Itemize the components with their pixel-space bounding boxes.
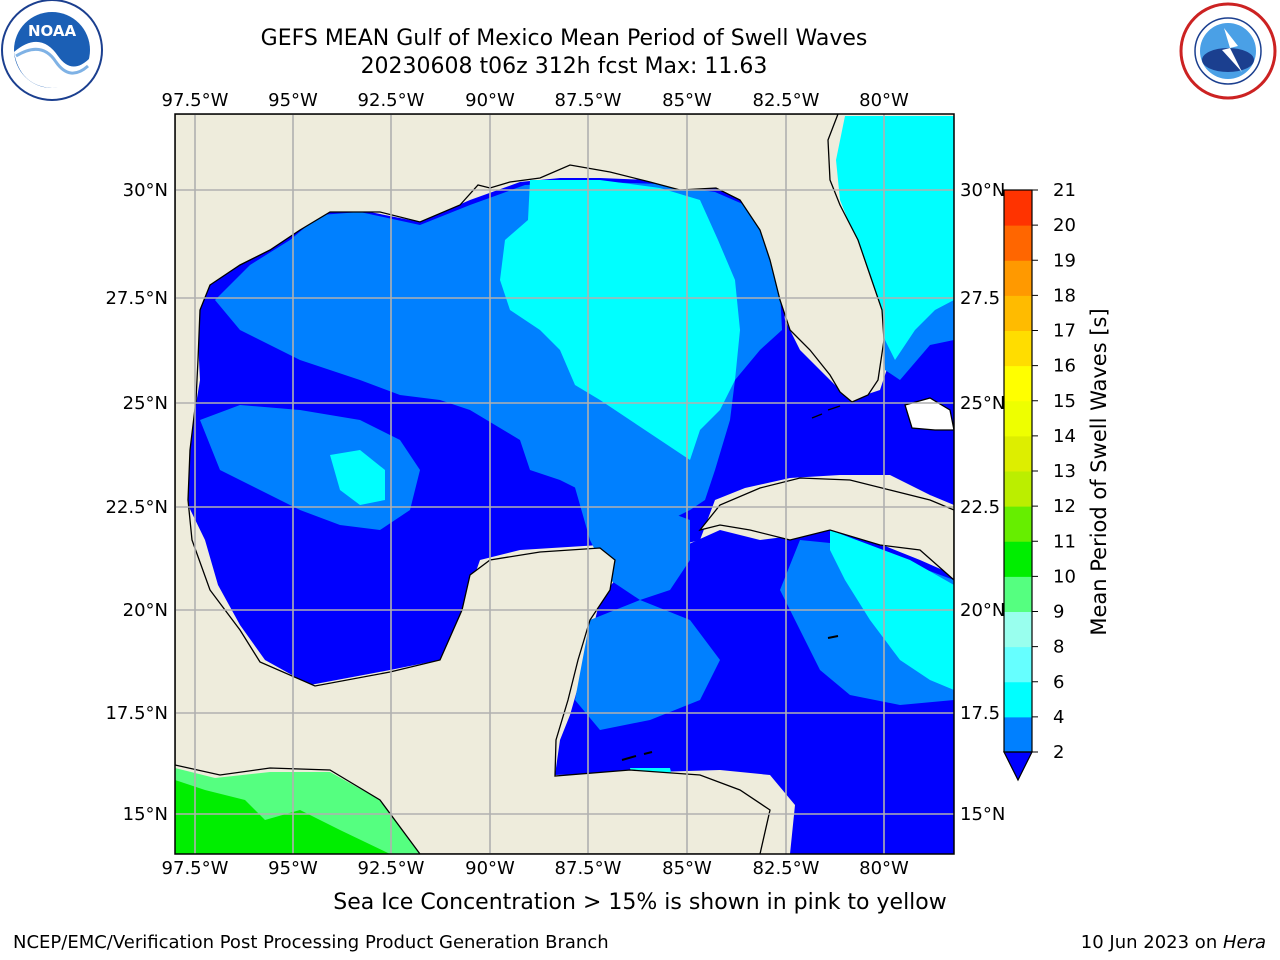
land-florida-keys <box>811 405 841 419</box>
land-cuba <box>698 477 954 581</box>
colorbar-swatch <box>1004 435 1032 472</box>
colorbar-tick-label: 9 <box>1053 602 1064 623</box>
lat-label-right: 15°N <box>960 804 1005 825</box>
swell-6-8-eastern-gulf <box>500 180 740 460</box>
lat-label-left: 15°N <box>123 804 168 825</box>
lat-label-right: 27.5 <box>960 288 1000 309</box>
lat-labels-left: 30°N 27.5°N 25°N 22.5°N 20°N 17.5°N 15°N <box>105 180 168 825</box>
lon-label-top: 80°W <box>859 90 909 111</box>
lon-label-top: 97.5°W <box>162 90 229 111</box>
colorbar-tick-label: 16 <box>1053 356 1076 377</box>
graticule <box>175 114 954 854</box>
lon-label-top: 92.5°W <box>358 90 425 111</box>
lon-label-bottom: 97.5°W <box>162 858 229 879</box>
lon-label-bottom: 92.5°W <box>358 858 425 879</box>
colorbar-tick-label: 21 <box>1053 180 1076 201</box>
colorbar-tick-label: 18 <box>1053 285 1076 306</box>
lon-label-top: 85°W <box>662 90 712 111</box>
map-frame <box>174 113 955 855</box>
colorbar-swatch <box>1004 260 1032 296</box>
swell-6-8-atlantic <box>836 116 954 360</box>
colorbar-swatch <box>1004 716 1032 753</box>
lon-labels-top: 97.5°W 95°W 92.5°W 90°W 87.5°W 85°W 82.5°W 80°W <box>162 90 909 111</box>
lat-label-left: 30°N <box>123 180 168 201</box>
lat-label-right: 17.5 <box>960 703 1000 724</box>
lat-label-left: 27.5°N <box>105 288 168 309</box>
footer-date: 10 Jun 2023 on Hera <box>1081 932 1266 953</box>
colorbar-tick-label: 15 <box>1053 391 1076 412</box>
lon-label-bottom: 95°W <box>268 858 318 879</box>
colorbar-swatch <box>1004 681 1032 718</box>
colorbar-tick-label: 8 <box>1053 637 1064 658</box>
colorbar: 2 4 6 8 9 10 11 12 13 14 15 16 17 18 19 20 21 <box>1003 180 1076 782</box>
colorbar-tick-label: 4 <box>1053 707 1064 728</box>
colorbar-swatch <box>1004 295 1032 331</box>
colorbar-under-arrow <box>1003 751 1033 782</box>
colorbar-swatch <box>1004 190 1032 226</box>
lat-label-left: 25°N <box>123 393 168 414</box>
swell-10-11-pacific <box>175 780 390 854</box>
lat-labels-right: 30°N 27.5 25°N 22.5 20°N 17.5 15°N <box>960 180 1005 825</box>
colorbar-tick-label: 12 <box>1053 496 1076 517</box>
colorbar-swatch <box>1004 541 1032 577</box>
colorbar-tick-label: 19 <box>1053 250 1076 271</box>
lon-labels-bottom: 97.5°W 95°W 92.5°W 90°W 87.5°W 85°W 82.5°W 80°W <box>162 858 909 879</box>
colorbar-tick-label: 6 <box>1053 672 1064 693</box>
land-bahamas <box>904 397 954 431</box>
land-north-america <box>175 114 885 854</box>
colorbar-tick-label: 2 <box>1053 742 1064 763</box>
lon-label-bottom: 82.5°W <box>753 858 820 879</box>
footer-machine: Hera <box>1222 932 1266 953</box>
colorbar-swatch <box>1004 400 1032 437</box>
noaa-logo-text: NOAA <box>28 22 77 40</box>
land-jamaica <box>827 635 839 639</box>
footer-date-text: 10 Jun 2023 on <box>1080 932 1223 953</box>
lon-label-top: 82.5°W <box>753 90 820 111</box>
colorbar-swatch <box>1004 506 1032 542</box>
lat-label-right: 25°N <box>960 393 1005 414</box>
lat-label-left: 20°N <box>123 600 168 621</box>
colorbar-swatch <box>1004 646 1032 683</box>
lon-label-top: 95°W <box>268 90 318 111</box>
map-area <box>175 114 954 854</box>
colorbar-tick-label: 14 <box>1053 426 1076 447</box>
lat-label-right: 20°N <box>960 600 1005 621</box>
lon-label-top: 90°W <box>465 90 515 111</box>
map-title: GEFS MEAN Gulf of Mexico Mean Period of … <box>260 26 868 51</box>
colorbar-swatch <box>1004 471 1032 507</box>
lon-label-top: 87.5°W <box>555 90 622 111</box>
colorbar-swatch <box>1004 330 1032 367</box>
colorbar-tick-label: 13 <box>1053 461 1076 482</box>
noaa-logo: NOAA <box>1 0 103 101</box>
swell-4-6-central <box>570 470 690 600</box>
sea-ice-note: Sea Ice Concentration > 15% is shown in … <box>333 890 947 915</box>
footer-branch: NCEP/EMC/Verification Post Processing Pr… <box>13 932 609 953</box>
colorbar-swatch <box>1004 225 1032 261</box>
swell-6-8-west-patch <box>330 450 385 505</box>
lon-label-bottom: 80°W <box>859 858 909 879</box>
lon-label-bottom: 87.5°W <box>555 858 622 879</box>
colorbar-swatch <box>1004 576 1032 612</box>
lat-label-right: 22.5 <box>960 497 1000 518</box>
colorbar-label: Mean Period of Swell Waves [s] <box>1087 308 1111 635</box>
map-subtitle: 20230608 t06z 312h fcst Max: 11.63 <box>360 54 768 79</box>
swell-4-6-south <box>575 600 720 730</box>
colorbar-swatch <box>1004 365 1032 402</box>
lat-label-right: 30°N <box>960 180 1005 201</box>
land-honduras-islands <box>621 751 653 761</box>
colorbar-tick-label: 11 <box>1053 531 1076 552</box>
lat-label-left: 22.5°N <box>105 497 168 518</box>
colorbar-tick-label: 17 <box>1053 321 1076 342</box>
colorbar-swatch <box>1004 611 1032 648</box>
colorbar-tick-label: 20 <box>1053 215 1076 236</box>
nws-logo <box>1179 2 1277 100</box>
lon-label-bottom: 90°W <box>465 858 515 879</box>
colorbar-tick-label: 10 <box>1053 566 1076 587</box>
lon-label-bottom: 85°W <box>662 858 712 879</box>
lat-label-left: 17.5°N <box>105 703 168 724</box>
